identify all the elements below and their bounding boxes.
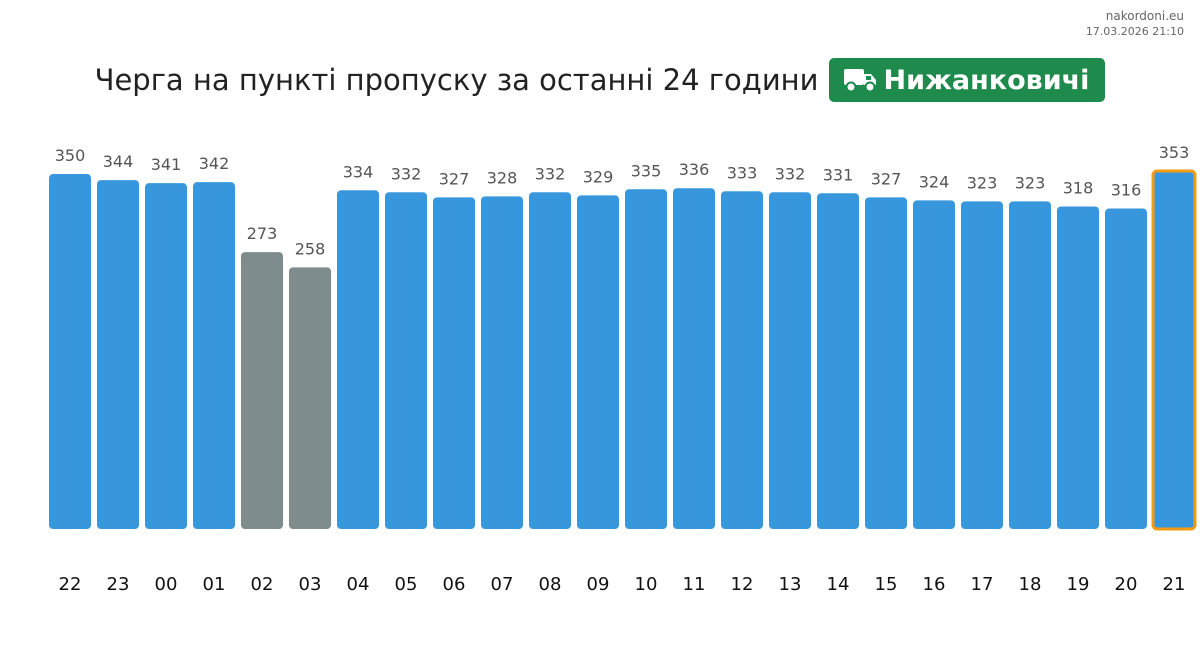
value-label-06: 327 — [439, 169, 470, 188]
chart-title: Черга на пункті пропуску за останні 24 г… — [94, 63, 819, 97]
value-label-02: 273 — [247, 224, 278, 243]
bar-03 — [289, 267, 331, 529]
truck-icon — [844, 69, 877, 93]
x-tick-label-09: 09 — [587, 574, 610, 595]
bar-13 — [769, 192, 811, 529]
value-label-15: 327 — [871, 169, 902, 188]
bar-09 — [577, 195, 619, 529]
x-tick-label-03: 03 — [299, 574, 322, 595]
x-tick-label-00: 00 — [155, 574, 178, 595]
value-label-19: 318 — [1063, 178, 1094, 197]
x-tick-label-23: 23 — [107, 574, 130, 595]
x-tick-label-21: 21 — [1163, 574, 1186, 595]
bar-21 — [1151, 169, 1197, 531]
value-label-10: 335 — [631, 161, 662, 180]
x-tick-label-20: 20 — [1115, 574, 1138, 595]
x-tick-label-07: 07 — [491, 574, 514, 595]
bar-15 — [865, 197, 907, 529]
x-tick-label-12: 12 — [731, 574, 754, 595]
bar-19 — [1057, 206, 1099, 529]
x-tick-label-18: 18 — [1019, 574, 1042, 595]
bar-00 — [145, 183, 187, 529]
x-tick-label-08: 08 — [539, 574, 562, 595]
value-label-11: 336 — [679, 160, 710, 179]
x-tick-label-06: 06 — [443, 574, 466, 595]
value-label-01: 342 — [199, 154, 230, 173]
value-label-18: 323 — [1015, 173, 1046, 192]
bar-07 — [481, 196, 523, 529]
chart-header: Черга на пункті пропуску за останні 24 г… — [0, 58, 1200, 102]
x-tick-label-04: 04 — [347, 574, 370, 595]
x-tick-label-19: 19 — [1067, 574, 1090, 595]
source-timestamp: 17.03.2026 21:10 — [1085, 25, 1184, 38]
value-label-21: 353 — [1159, 143, 1190, 162]
value-label-14: 331 — [823, 165, 854, 184]
value-label-20: 316 — [1111, 181, 1142, 200]
checkpoint-badge: Нижанковичі — [829, 58, 1106, 102]
value-label-03: 258 — [295, 239, 326, 258]
bar-11 — [673, 188, 715, 530]
x-tick-label-05: 05 — [395, 574, 418, 595]
x-tick-label-02: 02 — [251, 574, 274, 595]
bar-16 — [913, 200, 955, 529]
value-label-12: 333 — [727, 163, 758, 182]
bar-05 — [385, 192, 427, 529]
value-label-17: 323 — [967, 173, 998, 192]
value-label-16: 324 — [919, 172, 950, 191]
value-label-13: 332 — [775, 164, 806, 183]
x-tick-label-22: 22 — [59, 574, 82, 595]
bar-22 — [49, 174, 91, 530]
bar-18 — [1009, 201, 1051, 529]
x-tick-label-14: 14 — [827, 574, 850, 595]
x-tick-label-11: 11 — [683, 574, 706, 595]
source-site: nakordoni.eu — [1105, 9, 1184, 23]
x-tick-label-17: 17 — [971, 574, 994, 595]
bar-08 — [529, 192, 571, 529]
source-stamp: nakordoni.eu 17.03.2026 21:10 — [1086, 8, 1184, 39]
value-label-04: 334 — [343, 162, 374, 181]
value-label-00: 341 — [151, 155, 182, 174]
bar-02 — [241, 252, 283, 529]
bar-04 — [337, 190, 379, 530]
value-label-07: 328 — [487, 168, 518, 187]
x-tick-label-01: 01 — [203, 574, 226, 595]
x-tick-label-13: 13 — [779, 574, 802, 595]
bar-01 — [193, 182, 235, 529]
x-tick-label-16: 16 — [923, 574, 946, 595]
checkpoint-name: Нижанковичі — [883, 64, 1090, 96]
value-label-05: 332 — [391, 164, 422, 183]
x-tick-label-15: 15 — [875, 574, 898, 595]
bar-20 — [1105, 208, 1147, 529]
bar-14 — [817, 193, 859, 529]
x-tick-label-10: 10 — [635, 574, 658, 595]
value-label-22: 350 — [55, 146, 86, 165]
value-label-09: 329 — [583, 167, 614, 186]
bar-06 — [433, 197, 475, 529]
value-label-23: 344 — [103, 152, 134, 171]
bar-10 — [625, 189, 667, 530]
bar-12 — [721, 191, 763, 530]
value-label-08: 332 — [535, 164, 566, 183]
bar-17 — [961, 201, 1003, 529]
bar-23 — [97, 180, 139, 529]
